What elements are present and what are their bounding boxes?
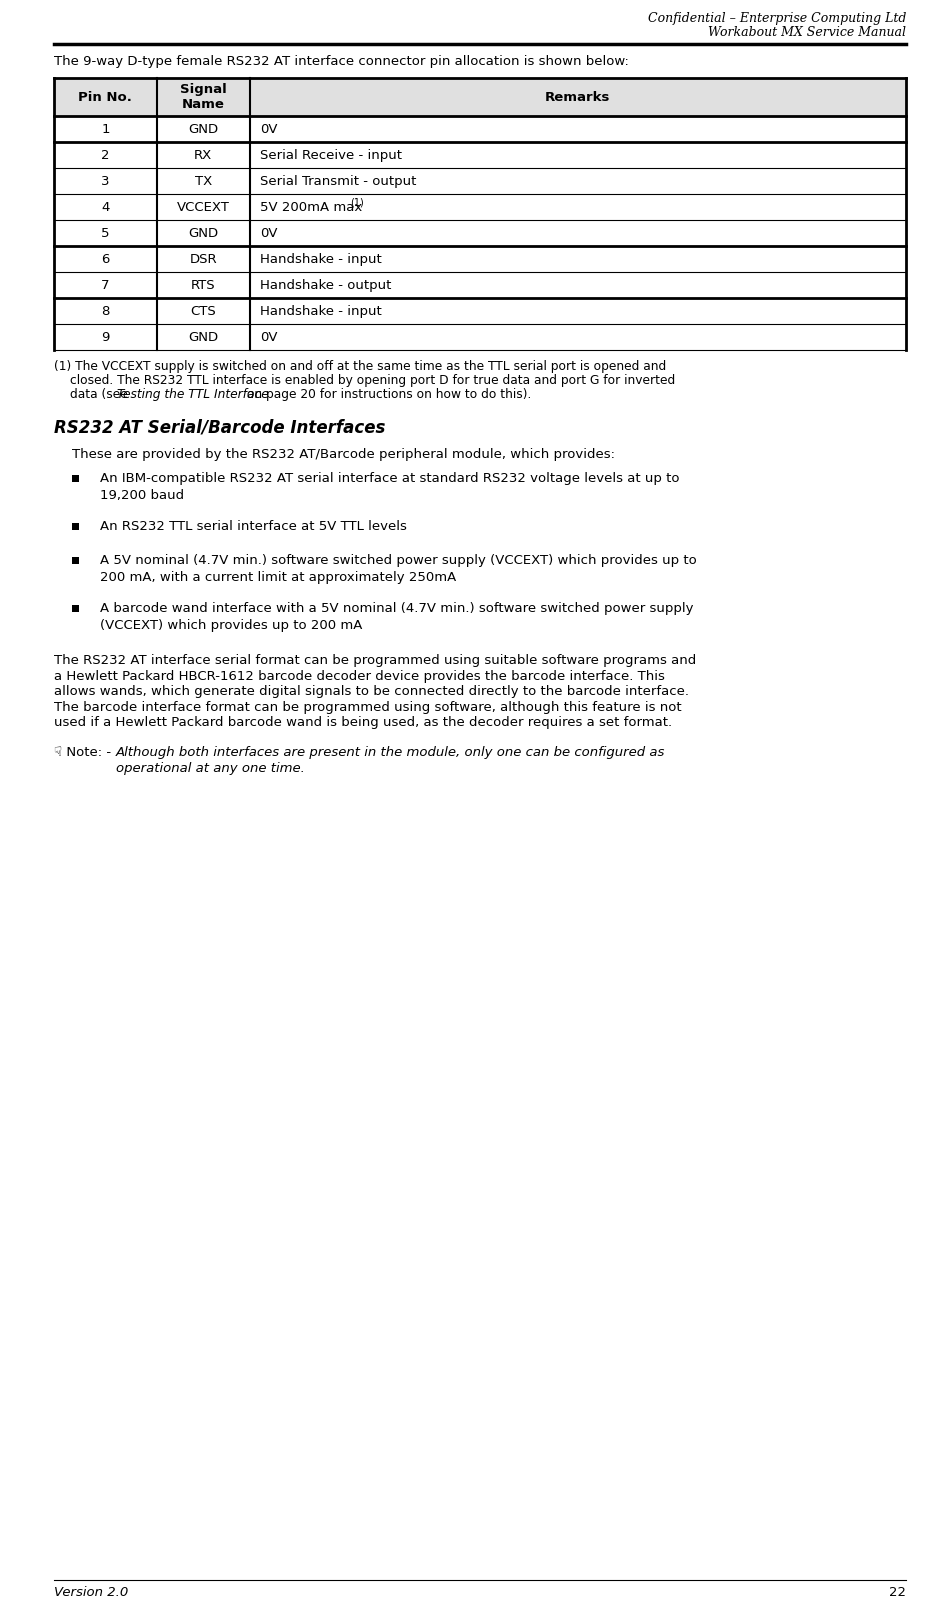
Text: ☟ Note: -: ☟ Note: - — [54, 745, 116, 758]
Text: allows wands, which generate digital signals to be connected directly to the bar: allows wands, which generate digital sig… — [54, 685, 689, 698]
Text: A barcode wand interface with a 5V nominal (4.7V min.) software switched power s: A barcode wand interface with a 5V nomin… — [100, 602, 693, 631]
Text: Pin No.: Pin No. — [78, 90, 132, 103]
Text: RS232 AT Serial/Barcode Interfaces: RS232 AT Serial/Barcode Interfaces — [54, 418, 386, 436]
Text: (1) The VCCEXT supply is switched on and off at the same time as the TTL serial : (1) The VCCEXT supply is switched on and… — [54, 360, 666, 373]
Bar — [72, 557, 79, 565]
Text: Signal
Name: Signal Name — [180, 84, 226, 111]
Text: 22: 22 — [889, 1586, 906, 1599]
Text: 2: 2 — [101, 148, 110, 161]
Text: Remarks: Remarks — [545, 90, 610, 103]
Text: 5V 200mA max: 5V 200mA max — [260, 201, 362, 214]
Text: 1: 1 — [101, 122, 110, 135]
Text: 0V: 0V — [260, 122, 278, 135]
Text: The 9-way D-type female RS232 AT interface connector pin allocation is shown bel: The 9-way D-type female RS232 AT interfa… — [54, 55, 629, 68]
Text: 6: 6 — [102, 253, 109, 265]
Text: VCCEXT: VCCEXT — [177, 201, 229, 214]
Text: An IBM-compatible RS232 AT serial interface at standard RS232 voltage levels at : An IBM-compatible RS232 AT serial interf… — [100, 471, 679, 502]
Text: 0V: 0V — [260, 227, 278, 240]
Text: Handshake - output: Handshake - output — [260, 278, 391, 291]
Text: Testing the TTL Interface: Testing the TTL Interface — [117, 388, 268, 401]
Text: TX: TX — [195, 174, 212, 188]
Text: 0V: 0V — [260, 330, 278, 343]
Bar — [72, 523, 79, 529]
Text: Serial Transmit - output: Serial Transmit - output — [260, 174, 417, 188]
Text: operational at any one time.: operational at any one time. — [116, 761, 305, 774]
Text: RX: RX — [194, 148, 212, 161]
Bar — [54, 77, 906, 116]
Text: a Hewlett Packard HBCR-1612 barcode decoder device provides the barcode interfac: a Hewlett Packard HBCR-1612 barcode deco… — [54, 669, 665, 682]
Bar — [72, 475, 79, 483]
Text: CTS: CTS — [190, 304, 216, 317]
Text: 9: 9 — [102, 330, 109, 343]
Text: GND: GND — [188, 330, 218, 343]
Text: 7: 7 — [101, 278, 110, 291]
Text: GND: GND — [188, 122, 218, 135]
Text: Confidential – Enterprise Computing Ltd: Confidential – Enterprise Computing Ltd — [648, 11, 906, 26]
Text: Although both interfaces are present in the module, only one can be configured a: Although both interfaces are present in … — [116, 745, 665, 758]
Text: GND: GND — [188, 227, 218, 240]
Text: 5: 5 — [101, 227, 110, 240]
Text: DSR: DSR — [189, 253, 217, 265]
Text: These are provided by the RS232 AT/Barcode peripheral module, which provides:: These are provided by the RS232 AT/Barco… — [72, 447, 615, 462]
Text: Version 2.0: Version 2.0 — [54, 1586, 129, 1599]
Text: data (see: data (see — [70, 388, 131, 401]
Text: 3: 3 — [101, 174, 110, 188]
Text: closed. The RS232 TTL interface is enabled by opening port D for true data and p: closed. The RS232 TTL interface is enabl… — [70, 373, 676, 388]
Text: The barcode interface format can be programmed using software, although this fea: The barcode interface format can be prog… — [54, 700, 681, 713]
Text: (1): (1) — [350, 196, 363, 208]
Text: RTS: RTS — [191, 278, 215, 291]
Text: A 5V nominal (4.7V min.) software switched power supply (VCCEXT) which provides : A 5V nominal (4.7V min.) software switch… — [100, 553, 697, 584]
Text: Handshake - input: Handshake - input — [260, 304, 381, 317]
Text: Workabout MX Service Manual: Workabout MX Service Manual — [708, 26, 906, 39]
Text: 8: 8 — [102, 304, 109, 317]
Text: Serial Receive - input: Serial Receive - input — [260, 148, 402, 161]
Bar — [72, 605, 79, 611]
Text: Handshake - input: Handshake - input — [260, 253, 381, 265]
Text: on page 20 for instructions on how to do this).: on page 20 for instructions on how to do… — [243, 388, 531, 401]
Text: An RS232 TTL serial interface at 5V TTL levels: An RS232 TTL serial interface at 5V TTL … — [100, 520, 407, 533]
Text: The RS232 AT interface serial format can be programmed using suitable software p: The RS232 AT interface serial format can… — [54, 653, 696, 668]
Text: used if a Hewlett Packard barcode wand is being used, as the decoder requires a : used if a Hewlett Packard barcode wand i… — [54, 716, 672, 729]
Text: 4: 4 — [102, 201, 109, 214]
